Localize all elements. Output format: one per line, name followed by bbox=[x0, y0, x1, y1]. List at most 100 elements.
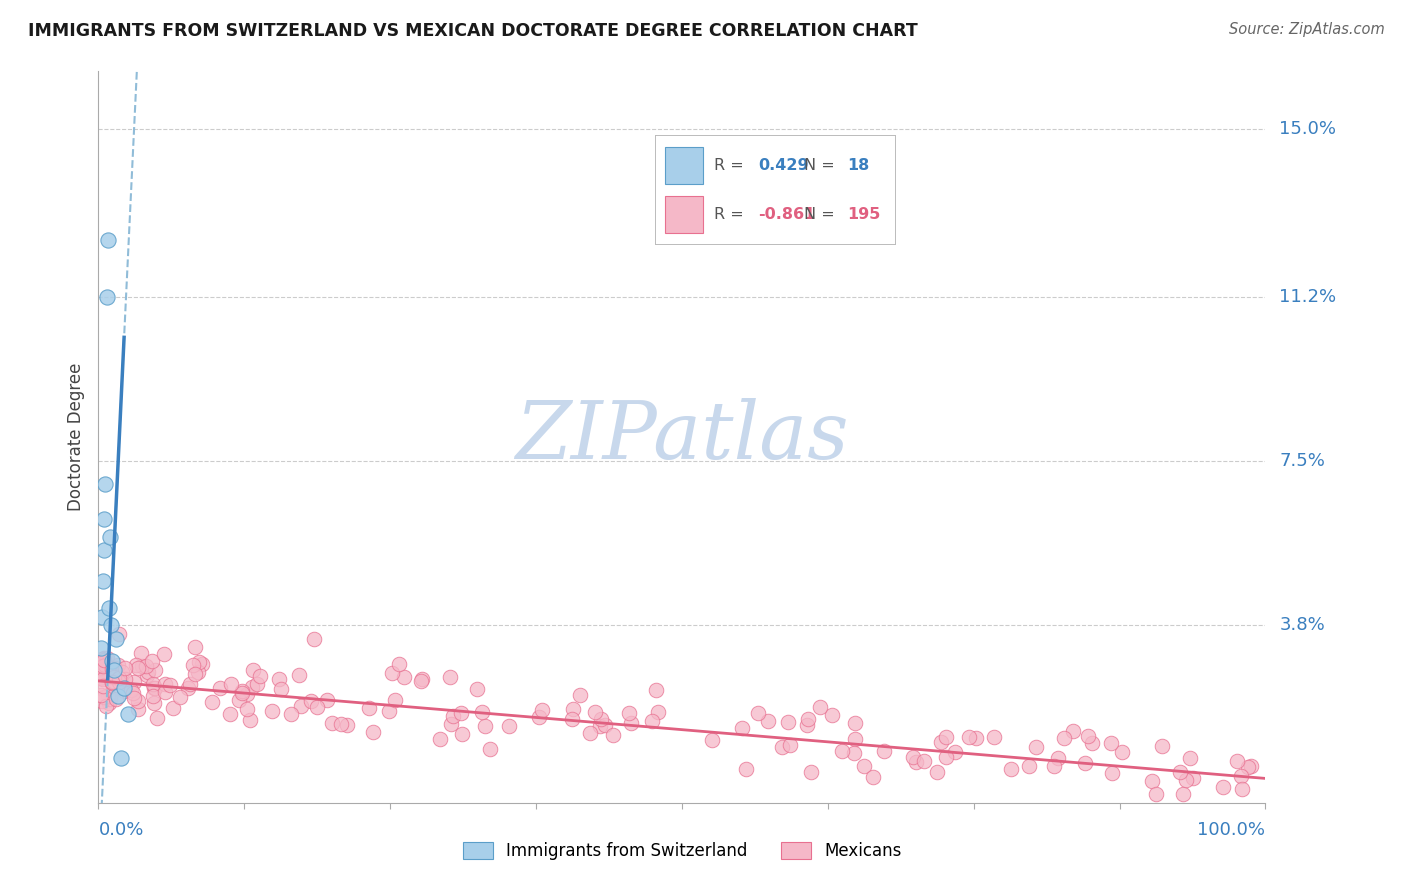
Point bbox=[236, 702, 259, 716]
Point bbox=[852, 759, 875, 773]
Point bbox=[153, 647, 176, 661]
Point bbox=[901, 749, 924, 764]
Point bbox=[734, 762, 756, 776]
Point bbox=[925, 765, 948, 780]
Point bbox=[299, 693, 322, 707]
Point bbox=[411, 673, 433, 688]
Point bbox=[183, 667, 205, 681]
Point bbox=[249, 669, 271, 683]
Point bbox=[796, 717, 818, 731]
Point bbox=[162, 700, 184, 714]
Text: N =: N = bbox=[804, 158, 835, 173]
Point bbox=[451, 727, 474, 741]
Point bbox=[450, 706, 472, 721]
Point bbox=[108, 671, 131, 685]
Point bbox=[305, 700, 328, 714]
Text: IMMIGRANTS FROM SWITZERLAND VS MEXICAN DOCTORATE DEGREE CORRELATION CHART: IMMIGRANTS FROM SWITZERLAND VS MEXICAN D… bbox=[28, 22, 918, 40]
Point bbox=[94, 656, 117, 670]
Point bbox=[143, 663, 166, 677]
Point bbox=[91, 574, 114, 589]
Point bbox=[90, 670, 112, 684]
Point bbox=[440, 717, 463, 731]
Point bbox=[800, 765, 823, 780]
Point bbox=[602, 728, 624, 742]
Point bbox=[181, 657, 204, 672]
Point bbox=[562, 702, 585, 716]
Point bbox=[527, 709, 550, 723]
Point bbox=[776, 714, 799, 729]
Point bbox=[131, 659, 153, 673]
Point bbox=[498, 719, 520, 733]
Point bbox=[641, 714, 664, 728]
Point bbox=[1025, 740, 1047, 755]
Point bbox=[1111, 745, 1133, 759]
Point bbox=[112, 681, 135, 695]
Point bbox=[187, 655, 209, 669]
Point bbox=[1062, 723, 1084, 738]
Point bbox=[1226, 754, 1249, 768]
Point bbox=[107, 690, 129, 704]
Point bbox=[290, 698, 312, 713]
Point bbox=[983, 730, 1005, 744]
Point bbox=[101, 674, 124, 689]
Point bbox=[1047, 750, 1070, 764]
Point bbox=[1230, 770, 1253, 784]
Point bbox=[96, 290, 118, 304]
Point bbox=[269, 672, 291, 686]
Text: 15.0%: 15.0% bbox=[1279, 120, 1336, 138]
Point bbox=[93, 653, 115, 667]
Point bbox=[127, 702, 149, 716]
Point bbox=[111, 665, 134, 679]
Text: 18: 18 bbox=[846, 158, 869, 173]
Point bbox=[1239, 759, 1261, 773]
Point bbox=[361, 725, 384, 739]
Point bbox=[831, 744, 853, 758]
Point bbox=[231, 684, 253, 698]
Point bbox=[107, 674, 129, 689]
Point bbox=[91, 658, 114, 673]
Point bbox=[101, 674, 124, 689]
Point bbox=[1077, 729, 1099, 743]
Point bbox=[394, 670, 416, 684]
Point bbox=[929, 734, 952, 748]
Point bbox=[935, 730, 957, 744]
Point bbox=[94, 476, 117, 491]
Point bbox=[965, 731, 987, 745]
Point bbox=[90, 694, 112, 708]
Point bbox=[270, 682, 292, 697]
Point bbox=[143, 681, 166, 695]
Point bbox=[304, 632, 326, 646]
Point bbox=[90, 640, 112, 655]
Text: 11.2%: 11.2% bbox=[1279, 288, 1337, 307]
Point bbox=[240, 681, 263, 695]
Point bbox=[530, 703, 553, 717]
Point bbox=[821, 707, 844, 722]
Text: Source: ZipAtlas.com: Source: ZipAtlas.com bbox=[1229, 22, 1385, 37]
Point bbox=[381, 665, 404, 680]
Point bbox=[104, 691, 127, 706]
Point bbox=[321, 716, 343, 731]
Point bbox=[280, 706, 302, 721]
Point bbox=[97, 696, 120, 710]
Point bbox=[94, 657, 117, 672]
Point bbox=[209, 681, 232, 695]
Point bbox=[945, 745, 967, 759]
Point bbox=[569, 689, 592, 703]
Point bbox=[97, 688, 120, 702]
Point bbox=[862, 771, 884, 785]
Point bbox=[93, 651, 115, 665]
Point bbox=[122, 675, 145, 690]
Point bbox=[844, 716, 866, 731]
Point bbox=[228, 693, 250, 707]
Point bbox=[260, 704, 283, 718]
Point bbox=[201, 694, 224, 708]
Point bbox=[1053, 731, 1076, 745]
Point bbox=[411, 672, 433, 686]
Point bbox=[127, 694, 149, 708]
Point bbox=[169, 690, 191, 705]
Point bbox=[120, 682, 142, 697]
Point bbox=[90, 651, 112, 665]
Text: 195: 195 bbox=[846, 207, 880, 222]
Point bbox=[912, 754, 935, 768]
Point bbox=[159, 678, 181, 692]
